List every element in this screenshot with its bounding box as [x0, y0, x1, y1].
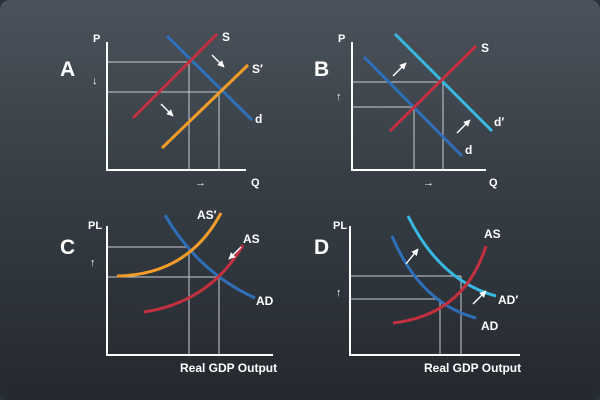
panel-a-shifted-supply-label: S′ — [252, 62, 263, 76]
panel-d-price-level-change-arrow: ↑ — [336, 287, 342, 299]
panel-a-shift-arrow-lower — [160, 103, 174, 117]
panel-b-shift-arrow-lower — [456, 119, 471, 134]
panel-d: D PL Real GDP Output ↑ AS AD′ AD — [314, 215, 521, 375]
panel-d-shift-arrow-upper — [405, 248, 419, 265]
panel-a-y-axis-label: P — [93, 33, 100, 45]
panel-c: C PL Real GDP Output ↑ AS′ AS AD — [60, 208, 277, 375]
panel-b-axes — [351, 42, 486, 171]
panel-d-x-axis-label: Real GDP Output — [424, 361, 521, 375]
panel-c-demand-label: AD — [256, 294, 274, 308]
panel-a-price-change-arrow: ↓ — [92, 75, 98, 87]
panel-a-axes — [106, 42, 246, 171]
panel-a-supply-label: S — [222, 30, 230, 44]
panel-c-shifted-aggregate-supply-curve — [116, 212, 223, 278]
panel-c-shifted-supply-label: AS′ — [197, 208, 217, 222]
panel-b-y-axis-label: P — [338, 33, 345, 45]
panel-b-supply-curve — [388, 44, 478, 133]
panel-d-letter: D — [314, 236, 329, 259]
panel-c-aggregate-demand-curve — [163, 214, 256, 300]
panel-a-demand-label: d — [255, 112, 262, 126]
panel-c-axes — [106, 226, 273, 356]
panel-d-y-axis-label: PL — [333, 220, 347, 232]
panel-d-shifted-demand-label: AD′ — [498, 293, 518, 307]
panel-b-shifted-demand-label: d′ — [494, 115, 504, 129]
panel-b: B P Q ↑ → S d′ d — [314, 32, 504, 189]
panel-c-shift-arrow — [228, 246, 242, 260]
panel-d-axes — [349, 226, 520, 356]
panel-b-x-axis-label: Q — [489, 177, 498, 189]
panel-b-shift-arrow-upper — [392, 62, 407, 77]
panel-b-price-change-arrow: ↑ — [336, 91, 342, 103]
panel-a: A P Q ↓ → S S′ d — [60, 30, 263, 189]
panel-a-supply-curve — [131, 32, 219, 120]
panel-a-x-axis-label: Q — [251, 177, 260, 189]
panel-b-demand-label: d — [465, 143, 472, 157]
panel-c-x-axis-label: Real GDP Output — [180, 361, 277, 375]
panel-d-aggregate-supply-curve — [392, 245, 488, 325]
panel-d-shift-arrow-lower — [472, 290, 487, 305]
panel-a-shift-arrow-upper — [211, 54, 225, 68]
panel-c-y-axis-label: PL — [88, 220, 102, 232]
panel-d-aggregate-demand-curve — [390, 235, 477, 320]
panel-c-price-level-change-arrow: ↑ — [90, 257, 96, 269]
panel-c-letter: C — [60, 236, 75, 259]
panel-b-quantity-change-arrow: → — [423, 177, 434, 189]
panel-a-demand-curve — [165, 34, 254, 122]
panel-b-supply-label: S — [481, 41, 489, 55]
panel-c-supply-label: AS — [243, 232, 260, 246]
panel-a-shifted-supply-curve — [160, 63, 250, 150]
panel-a-quantity-change-arrow: → — [195, 177, 206, 189]
panel-d-supply-label: AS — [484, 227, 501, 241]
panel-b-shifted-demand-curve — [393, 32, 494, 133]
panel-a-letter: A — [60, 58, 75, 81]
panel-d-demand-label: AD — [481, 319, 499, 333]
panel-b-letter: B — [314, 58, 329, 81]
